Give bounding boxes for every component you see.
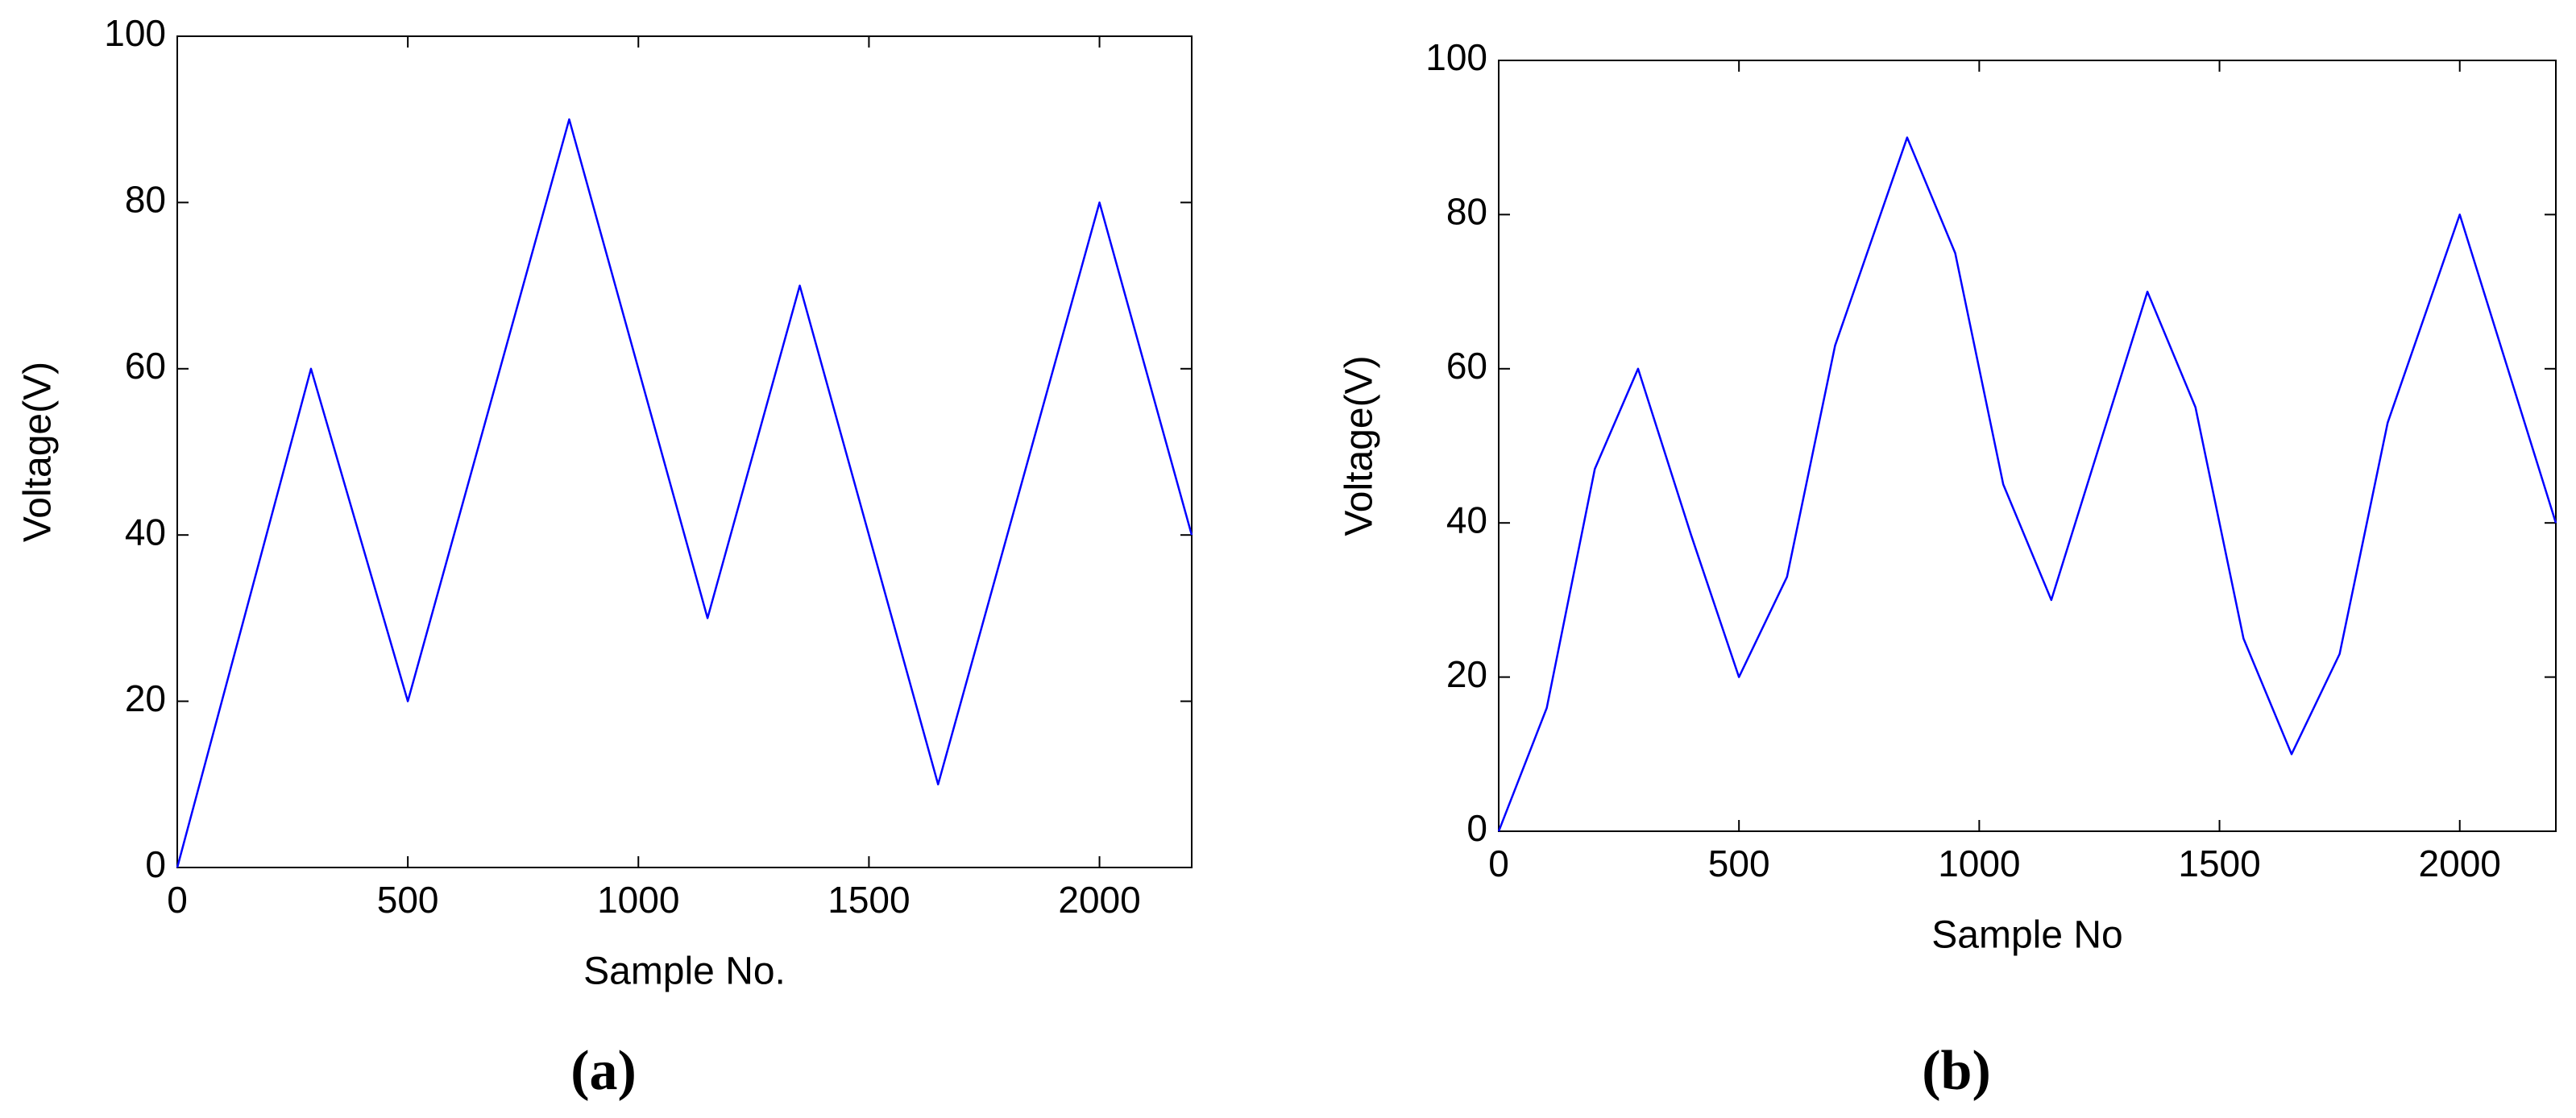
y-tick-label: 60 — [1446, 345, 1487, 387]
y-tick-label: 40 — [1446, 499, 1487, 540]
x-axis-label: Sample No — [1931, 914, 2122, 957]
y-tick-label: 80 — [1446, 191, 1487, 233]
y-tick-label: 20 — [125, 677, 166, 719]
x-tick-label: 1000 — [1938, 843, 2020, 884]
x-tick-label: 2000 — [1058, 879, 1140, 921]
y-tick-label: 40 — [125, 511, 166, 553]
y-tick-label: 100 — [1425, 36, 1487, 78]
x-tick-label: 1000 — [597, 879, 679, 921]
data-line — [176, 118, 1193, 868]
x-tick-label: 500 — [377, 879, 439, 921]
x-tick-label: 0 — [1488, 843, 1509, 884]
x-axis-label: Sample No. — [583, 950, 786, 993]
y-tick-label: 80 — [125, 179, 166, 221]
caption: (a) — [570, 1040, 637, 1102]
x-tick-label: 500 — [1708, 843, 1770, 884]
x-tick-label: 1500 — [2178, 843, 2260, 884]
x-tick-label: 1500 — [828, 879, 910, 921]
data-line — [1497, 136, 2557, 832]
chart-panel: 0 500 1000 1500 2000 0 20 40 60 80 100 Sample No Vol… — [1338, 36, 2557, 1102]
y-tick-label: 0 — [1466, 807, 1487, 849]
y-tick-label: 0 — [145, 843, 166, 885]
x-tick-label: 2000 — [2419, 843, 2501, 884]
y-tick-label: 20 — [1446, 653, 1487, 695]
y-axis-label: Voltage(V) — [17, 362, 60, 542]
y-tick-label: 100 — [104, 12, 166, 54]
chart-panel: 0 500 1000 1500 2000 0 20 40 60 80 100 Sample No. Vo… — [17, 12, 1193, 1102]
caption: (b) — [1922, 1040, 1991, 1102]
plot-frame — [176, 35, 1193, 868]
y-axis-label: Voltage(V) — [1338, 355, 1381, 536]
x-tick-label: 0 — [167, 879, 188, 921]
y-tick-label: 60 — [125, 345, 166, 387]
plot-frame — [1498, 60, 2557, 832]
